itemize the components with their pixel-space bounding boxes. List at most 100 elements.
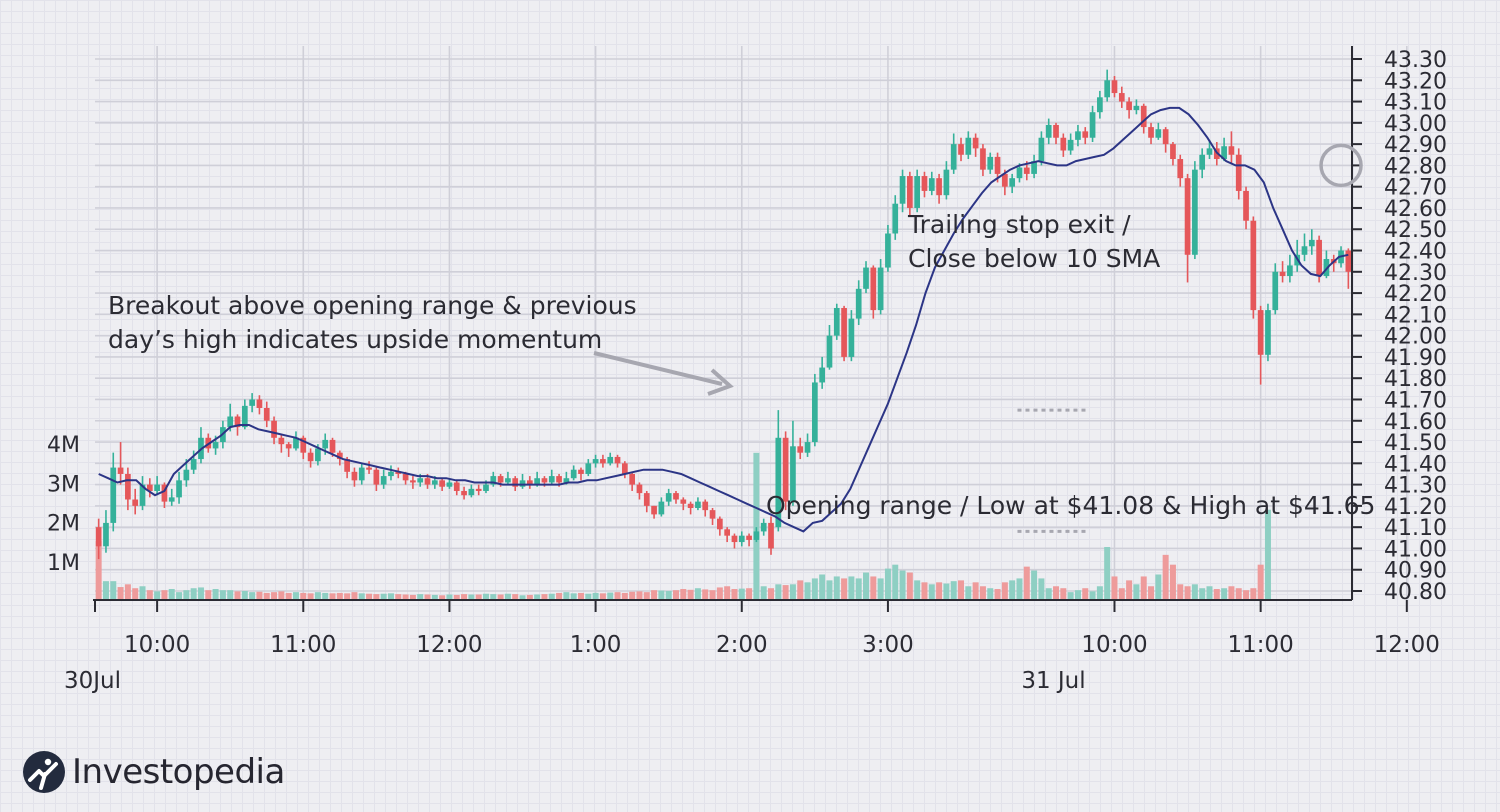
volume-bar — [417, 594, 424, 600]
candle-body — [1148, 127, 1154, 138]
volume-bar — [1191, 584, 1198, 600]
volume-bar — [351, 592, 358, 600]
volume-bar — [585, 593, 592, 600]
candle-body — [943, 169, 950, 196]
candle-body — [950, 144, 957, 170]
volume-bar — [146, 590, 153, 600]
candle-body — [1009, 178, 1016, 187]
volume-bar — [387, 593, 394, 600]
investopedia-logo-text: Investopedia — [72, 752, 285, 792]
volume-bar — [475, 594, 482, 600]
candle-body — [760, 522, 767, 532]
candle-body — [125, 473, 131, 500]
candle-body — [636, 484, 643, 494]
volume-bar — [497, 594, 504, 600]
candle-body — [797, 446, 804, 453]
volume-bar — [439, 595, 446, 600]
volume-bar — [599, 593, 606, 600]
price-tick-label: 41.60 — [1384, 410, 1447, 435]
volume-bars — [95, 452, 1271, 600]
volume-bar — [490, 594, 497, 600]
candle-body — [585, 463, 592, 474]
volume-bar — [636, 591, 643, 600]
volume-bar — [446, 594, 453, 600]
candle-body — [841, 307, 847, 357]
volume-bar — [914, 580, 921, 600]
volume-bar — [906, 572, 913, 600]
candle-body — [1038, 137, 1045, 162]
candle-body — [1177, 159, 1184, 179]
candle-body — [709, 510, 716, 519]
volume-bar — [161, 590, 168, 600]
price-tick-label: 41.90 — [1384, 346, 1447, 371]
volume-bar — [826, 580, 833, 600]
volume-bar — [256, 591, 263, 600]
volume-bar — [110, 581, 117, 600]
candle-body — [468, 488, 475, 496]
volume-bar — [1001, 582, 1008, 600]
volume-bar — [1155, 574, 1162, 600]
volume-bar — [1067, 592, 1074, 600]
annotation-exit-line2: Close below 10 SMA — [908, 244, 1160, 273]
candle-body — [1250, 220, 1257, 311]
volume-bar — [760, 586, 767, 600]
candle-body — [1140, 105, 1147, 128]
volume-bar — [336, 592, 343, 600]
volume-bar — [402, 594, 409, 600]
volume-bar — [987, 588, 994, 600]
volume-bar — [1038, 578, 1045, 600]
candle-body — [1097, 97, 1103, 113]
candle-body — [1053, 124, 1059, 138]
candle-body — [534, 478, 540, 485]
candle-body — [519, 480, 526, 487]
volume-bar — [526, 594, 533, 600]
candle-body — [578, 469, 584, 474]
volume-bar — [592, 592, 599, 600]
candle-body — [965, 137, 972, 155]
volume-tick-label: 1M — [47, 551, 80, 576]
time-tick-label: 12:00 — [1374, 632, 1440, 658]
price-tick-label: 42.90 — [1384, 133, 1447, 158]
volume-bar — [789, 584, 796, 600]
volume-bar — [468, 594, 475, 600]
candle-body — [892, 203, 899, 234]
volume-bar — [1133, 584, 1140, 600]
volume-bar — [1140, 576, 1147, 600]
candle-body — [256, 399, 263, 408]
volume-bar — [154, 591, 161, 600]
chart-annotations: Breakout above opening range & previous … — [108, 143, 1375, 533]
candle-body — [958, 144, 964, 155]
time-tick-label: 10:00 — [124, 632, 190, 658]
volume-bar — [219, 590, 226, 600]
candle-body — [1023, 167, 1030, 174]
candle-body — [351, 471, 358, 481]
candle-body — [1184, 178, 1191, 255]
candle-body — [921, 176, 928, 191]
volume-bar — [680, 589, 687, 600]
price-tick-label: 41.40 — [1384, 452, 1447, 477]
volume-bar — [1096, 586, 1103, 600]
price-tick-label: 41.20 — [1384, 495, 1447, 520]
candle-body — [139, 484, 146, 506]
volume-bar — [1206, 586, 1213, 600]
candle-body — [731, 535, 738, 543]
candle-body — [1199, 154, 1206, 170]
annotation-breakout-line1: Breakout above opening range & previous — [108, 291, 637, 320]
price-candles — [95, 69, 1352, 560]
candle-body — [687, 503, 694, 509]
candle-body — [1257, 310, 1264, 355]
candle-body — [716, 518, 723, 530]
date-label: 30Jul — [64, 668, 121, 694]
candle-body — [1287, 265, 1293, 277]
candle-body — [855, 288, 862, 319]
candle-body — [607, 456, 614, 464]
price-tick-label: 42.70 — [1384, 176, 1447, 201]
candle-body — [117, 467, 124, 474]
volume-bar — [1089, 591, 1096, 600]
candle-body — [1082, 131, 1089, 138]
volume-bar — [1148, 586, 1155, 600]
candle-body — [322, 439, 329, 449]
candle-body — [724, 529, 731, 536]
volume-bar — [278, 591, 285, 600]
volume-bar — [197, 587, 204, 600]
